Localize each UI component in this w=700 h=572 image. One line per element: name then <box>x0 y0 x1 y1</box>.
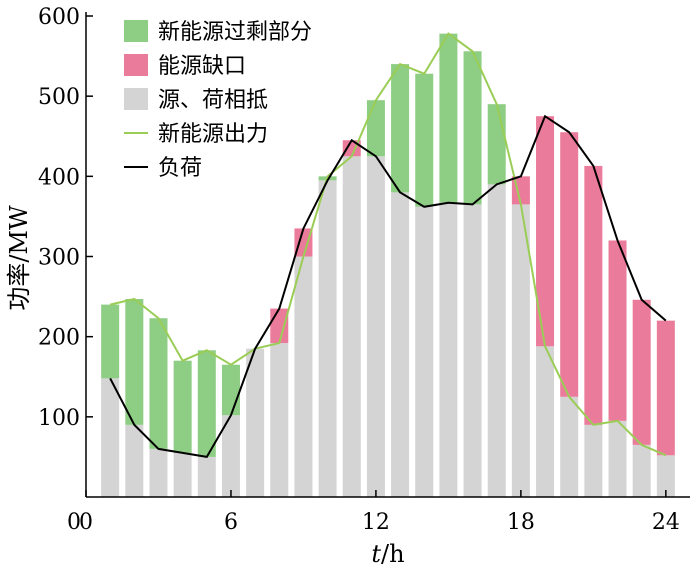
bar-gap <box>632 299 651 445</box>
bar-offset <box>149 448 168 497</box>
x-tick-label: 18 <box>507 510 535 535</box>
bar-surplus <box>221 364 240 416</box>
bar-offset <box>366 156 385 497</box>
legend-label: 负荷 <box>158 156 202 181</box>
bar-surplus <box>366 100 385 157</box>
bar-offset <box>511 204 530 497</box>
bar-offset <box>270 343 289 497</box>
lines-group <box>109 32 667 459</box>
origin-tick-label: 0 <box>67 510 81 535</box>
legend-label: 能源缺口 <box>158 54 246 79</box>
bar-surplus <box>415 73 434 207</box>
bar-surplus <box>125 298 144 425</box>
x-tick-label: 12 <box>362 510 390 535</box>
x-tick-label: 0 <box>79 510 93 535</box>
bar-gap <box>294 228 313 257</box>
legend-swatch <box>124 20 148 42</box>
y-tick-label: 600 <box>38 5 80 30</box>
bar-offset <box>584 424 603 497</box>
bar-offset <box>101 378 120 497</box>
bar-offset <box>342 156 361 497</box>
bar-offset <box>608 420 627 497</box>
bar-offset <box>560 396 579 497</box>
x-axis-label-var: t <box>371 540 381 568</box>
bar-offset <box>391 192 410 497</box>
bar-surplus <box>197 350 216 457</box>
bar-surplus <box>463 51 482 205</box>
legend-label: 新能源出力 <box>158 122 268 147</box>
legend-swatch <box>124 54 148 76</box>
y-tick-label: 200 <box>38 326 80 351</box>
bar-offset <box>632 444 651 497</box>
bar-gap <box>560 132 579 397</box>
bars-group <box>101 33 675 497</box>
y-tick-label: 300 <box>38 246 80 271</box>
legend-label: 源、荷相抵 <box>158 88 268 113</box>
bar-offset <box>246 348 265 497</box>
bar-offset <box>439 202 458 497</box>
bar-offset <box>487 184 506 497</box>
bar-gap <box>584 165 603 425</box>
x-tick-label: 6 <box>224 510 238 535</box>
bar-offset <box>197 456 216 497</box>
bar-surplus <box>173 360 192 453</box>
bar-offset <box>294 256 313 497</box>
bar-surplus <box>391 64 410 193</box>
bar-surplus <box>439 33 458 203</box>
bar-offset <box>536 346 555 497</box>
bar-surplus <box>101 304 120 379</box>
y-tick-label: 400 <box>38 165 80 190</box>
y-tick-label: 500 <box>38 85 80 110</box>
x-tick-label: 24 <box>652 510 680 535</box>
bar-offset <box>318 180 337 497</box>
bar-offset <box>125 424 144 497</box>
x-axis-label: t/h <box>371 540 404 568</box>
legend-label: 新能源过剩部分 <box>158 20 312 45</box>
bar-gap <box>536 116 555 347</box>
renewable-output-line <box>109 32 667 457</box>
bar-offset <box>221 415 240 497</box>
bar-surplus <box>149 318 168 449</box>
bar-gap <box>656 320 675 456</box>
x-axis-label-unit: /h <box>381 540 405 568</box>
bar-gap <box>270 308 289 344</box>
bar-offset <box>415 206 434 497</box>
bar-gap <box>608 240 627 421</box>
y-tick-label: 100 <box>38 406 80 431</box>
bar-offset <box>463 204 482 497</box>
axes-group: 0 6 12 18 24 100 200 300 400 500 600 0 <box>38 5 690 535</box>
y-axis-label: 功率/MW <box>5 205 33 311</box>
bar-offset <box>656 455 675 497</box>
legend-swatch <box>124 88 148 110</box>
load-line <box>109 114 667 459</box>
bar-offset <box>173 452 192 497</box>
bar-surplus <box>487 104 506 185</box>
